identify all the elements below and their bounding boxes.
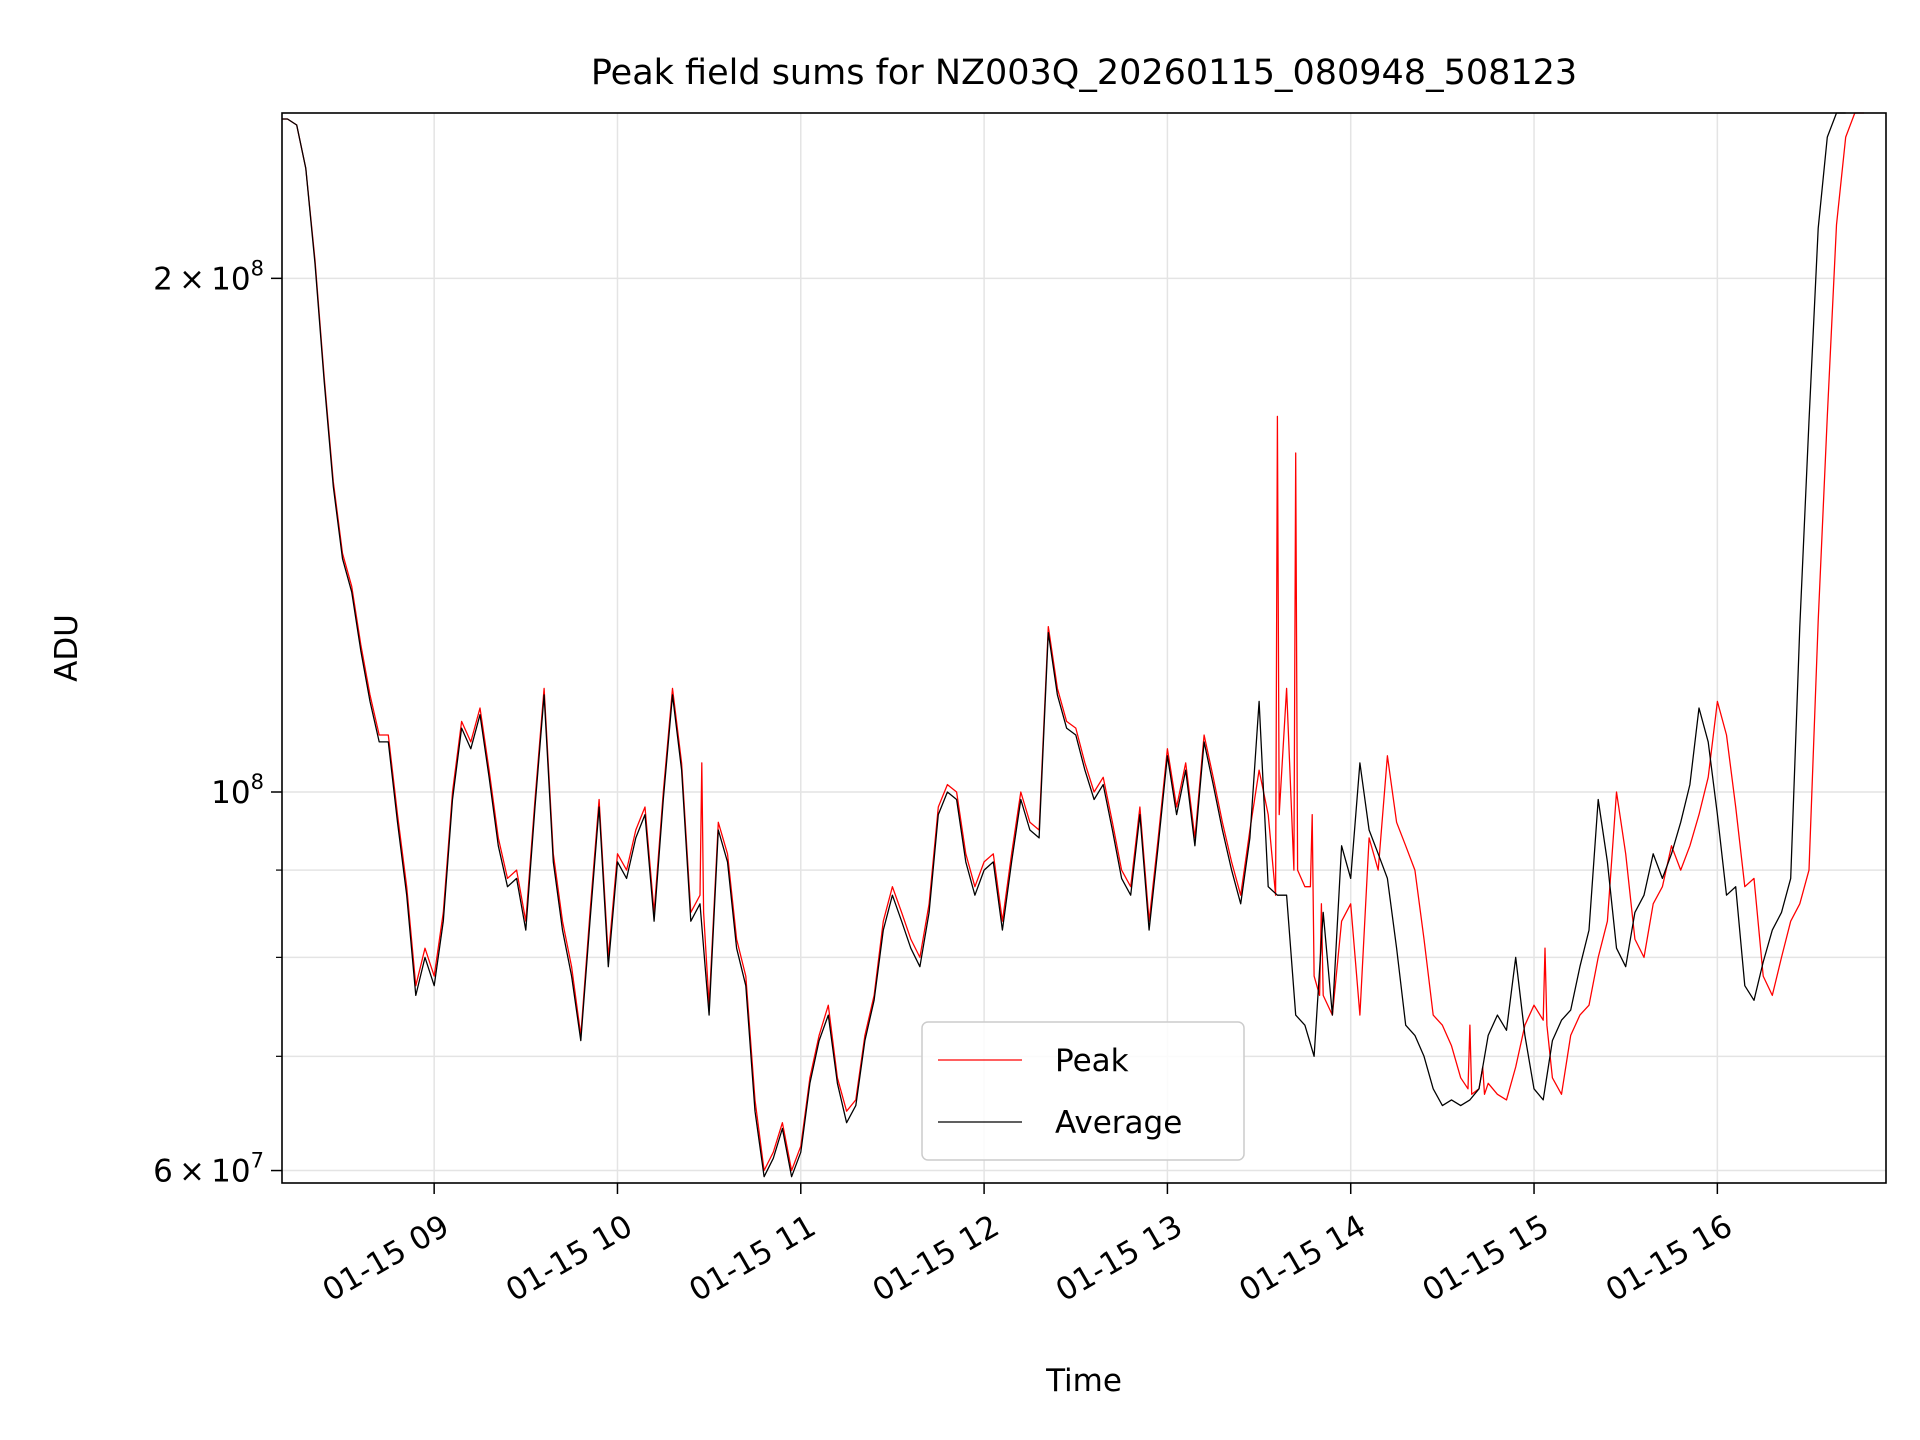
x-axis: 01-15 09 01-15 10 01-15 11 01-15 12 01-15 13… [317,1183,1739,1309]
legend-box [921,1021,1245,1161]
legend: Peak Average [921,1021,1245,1161]
x-tick-label: 01-15 11 [683,1208,822,1309]
legend-label-average: Average [1055,1105,1182,1141]
y-tick-label-exponent: 8 [251,770,264,794]
x-tick-label: 01-15 12 [867,1208,1006,1309]
y-tick-label: 6 × 107 [153,1149,264,1190]
series-line-average [282,112,1846,1178]
y-tick-label-base: 10 [211,775,250,811]
chart-title: Peak field sums for NZ003Q_20260115_0809… [591,53,1577,93]
plot-frame [281,112,1887,1184]
y-tick-label: 108 [211,770,264,811]
legend-label-peak: Peak [1055,1043,1129,1079]
y-axis-label: ADU [49,614,85,682]
y-tick-label-base: 2 × 10 [153,261,251,297]
series-line-peak [282,112,1864,1172]
x-tick-label: 01-15 13 [1050,1208,1189,1309]
x-tick-label: 01-15 10 [500,1208,639,1309]
y-tick-label-base: 6 × 10 [153,1154,251,1190]
y-tick-label-exponent: 7 [251,1149,264,1173]
x-axis-label: Time [1045,1363,1122,1399]
x-tick-label: 01-15 15 [1417,1208,1556,1309]
x-tick-label: 01-15 09 [317,1208,456,1309]
y-tick-label: 2 × 108 [153,256,264,297]
grid-lines [282,113,1886,1183]
x-tick-label: 01-15 14 [1233,1208,1372,1309]
y-tick-label-exponent: 8 [251,256,264,280]
series-lines [282,112,1864,1178]
x-tick-label: 01-15 16 [1600,1208,1739,1309]
